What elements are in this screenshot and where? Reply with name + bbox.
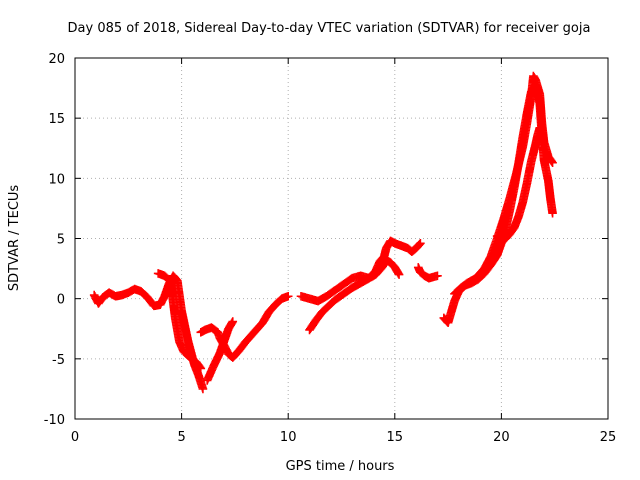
- y-tick-label: 20: [48, 52, 65, 67]
- x-tick-label: 10: [280, 430, 297, 445]
- series-arc-2: [153, 269, 206, 373]
- series-arc-9: [450, 71, 557, 299]
- data-point: [547, 157, 557, 166]
- data-point: [198, 384, 208, 394]
- data-point: [416, 239, 425, 248]
- data-point: [433, 271, 442, 281]
- x-axis-title: GPS time / hours: [286, 459, 395, 474]
- y-tick-label: 5: [57, 233, 65, 248]
- y-tick-label: -10: [44, 413, 65, 428]
- series-arc-10: [492, 123, 545, 246]
- x-tick-label: 5: [177, 430, 185, 445]
- data-point: [548, 208, 557, 218]
- series-arc-3: [196, 291, 293, 362]
- data-point: [195, 362, 205, 372]
- x-tick-label: 15: [387, 430, 404, 445]
- series-arc-5: [296, 255, 404, 306]
- y-tick-label: 10: [48, 172, 65, 187]
- series-arc-4: [202, 317, 238, 385]
- y-tick-label: 15: [48, 112, 65, 127]
- plot-frame: [74, 57, 609, 420]
- data-point: [283, 291, 293, 301]
- data-point: [548, 158, 557, 167]
- y-axis-tick-labels: -10 -5 0 5 10 15 20: [44, 52, 65, 428]
- x-tick-label: 0: [71, 430, 79, 445]
- y-axis-title: SDTVAR / TECUs: [7, 185, 22, 292]
- x-tick-label: 25: [600, 430, 617, 445]
- data-point: [415, 239, 424, 249]
- chart-title: Day 085 of 2018, Sidereal Day-to-day VTE…: [68, 21, 591, 36]
- data-point: [394, 270, 404, 279]
- series-arc-1: [89, 271, 208, 394]
- data-point: [228, 317, 238, 326]
- y-tick-label: 0: [57, 293, 65, 308]
- x-tick-label: 20: [493, 430, 510, 445]
- x-axis-tick-labels: 0 5 10 15 20 25: [71, 430, 616, 445]
- series-arc-7: [413, 263, 442, 283]
- data-point: [196, 364, 206, 373]
- series-arc-6: [305, 236, 425, 335]
- data-point: [535, 123, 545, 133]
- y-tick-label: -5: [52, 353, 65, 368]
- data-points: [89, 71, 557, 394]
